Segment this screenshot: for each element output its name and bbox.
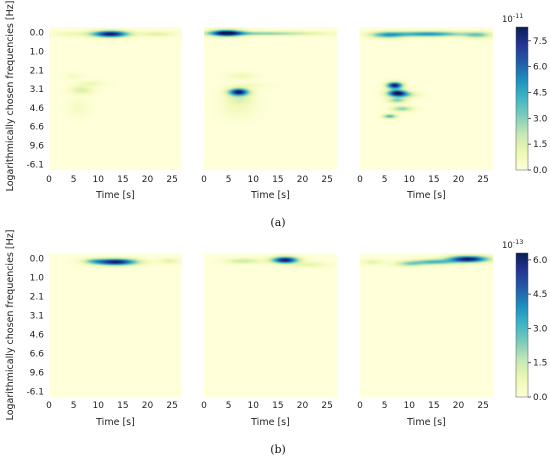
- x-axis-label: Time [s]: [95, 190, 135, 201]
- x-tick-label: 25: [321, 175, 332, 185]
- y-tick-label: 3.1: [30, 312, 44, 322]
- y-tick-label: 1.0: [30, 47, 45, 57]
- heatmap-b-3: [360, 253, 493, 397]
- caption-a: (a): [270, 216, 285, 229]
- x-tick-label: 20: [453, 175, 465, 185]
- y-tick-label: 6.6: [30, 349, 45, 359]
- y-tick-label: 9.6: [30, 142, 45, 152]
- colorbar-a: [515, 26, 529, 171]
- x-tick-label: 25: [321, 401, 332, 411]
- x-tick-label: 10: [404, 175, 416, 185]
- y-tick-label: 1.0: [30, 274, 45, 284]
- x-axis-label: Time [s]: [250, 417, 290, 428]
- colorbar-tick-label: 6.0: [533, 256, 548, 266]
- colorbar-tick-label: 4.5: [533, 88, 547, 98]
- x-tick-label: 25: [166, 175, 177, 185]
- x-tick-label: 0: [357, 175, 363, 185]
- x-tick-label: 25: [477, 401, 488, 411]
- x-tick-label: 25: [477, 175, 488, 185]
- x-tick-label: 15: [117, 175, 128, 185]
- y-tick-label: 2.1: [30, 66, 44, 76]
- x-tick-label: 0: [201, 175, 207, 185]
- x-tick-label: 25: [166, 401, 177, 411]
- heatmap-a-2: [204, 27, 337, 170]
- x-tick-label: 0: [46, 401, 52, 411]
- x-tick-label: 15: [428, 175, 439, 185]
- x-axis-label: Time [s]: [406, 417, 446, 428]
- x-axis-label: Time [s]: [95, 417, 135, 428]
- x-tick-label: 20: [297, 175, 309, 185]
- colorbar-tick-label: 3.0: [533, 324, 548, 334]
- x-tick-label: 20: [297, 401, 309, 411]
- x-tick-label: 10: [248, 401, 260, 411]
- heatmap-a-1: [49, 27, 182, 170]
- x-tick-label: 5: [226, 175, 232, 185]
- y-tick-label: -6.1: [26, 160, 44, 170]
- x-tick-label: 10: [404, 401, 416, 411]
- x-tick-label: 10: [93, 401, 105, 411]
- y-tick-label: 0.0: [30, 29, 45, 39]
- x-tick-label: 15: [272, 401, 283, 411]
- x-tick-label: 10: [93, 175, 105, 185]
- x-tick-label: 15: [117, 401, 128, 411]
- y-tick-label: 4.6: [30, 330, 45, 340]
- colorbar-exponent: 10-13: [502, 238, 523, 251]
- x-tick-label: 5: [382, 175, 388, 185]
- y-tick-label: 2.1: [30, 293, 44, 303]
- x-tick-label: 10: [248, 175, 260, 185]
- y-axis-label: Logarithmically chosen frequencies [Hz]: [5, 230, 16, 421]
- colorbar-exponent: 10-11: [502, 12, 523, 25]
- x-tick-label: 0: [201, 401, 207, 411]
- x-tick-label: 0: [357, 401, 363, 411]
- x-tick-label: 15: [428, 401, 439, 411]
- y-axis-label: Logarithmically chosen frequencies [Hz]: [5, 1, 16, 192]
- colorbar-b: [515, 252, 529, 398]
- colorbar-tick-label: 3.0: [533, 114, 548, 124]
- caption-b: (b): [270, 443, 286, 456]
- colorbar-tick-label: 4.5: [533, 290, 547, 300]
- x-tick-label: 5: [226, 401, 232, 411]
- y-tick-label: -6.1: [26, 387, 44, 397]
- y-tick-label: 9.6: [30, 368, 45, 378]
- y-tick-label: 6.6: [30, 123, 45, 133]
- colorbar-tick-label: 7.5: [533, 37, 547, 47]
- heatmap-b-2: [204, 253, 337, 397]
- x-tick-label: 5: [71, 175, 77, 185]
- colorbar-tick-label: 0.0: [533, 166, 548, 176]
- heatmap-a-3: [360, 27, 493, 170]
- x-tick-label: 20: [453, 401, 465, 411]
- colorbar-tick-label: 6.0: [533, 63, 548, 73]
- y-tick-label: 0.0: [30, 255, 45, 265]
- colorbar-tick-label: 1.5: [533, 359, 547, 369]
- x-tick-label: 20: [142, 175, 154, 185]
- heatmap-b-1: [49, 253, 182, 397]
- x-tick-label: 20: [142, 401, 154, 411]
- y-tick-label: 4.6: [30, 104, 45, 114]
- x-axis-label: Time [s]: [250, 190, 290, 201]
- x-axis-label: Time [s]: [406, 190, 446, 201]
- x-tick-label: 0: [46, 175, 52, 185]
- x-tick-label: 5: [382, 401, 388, 411]
- colorbar-tick-label: 0.0: [533, 393, 548, 403]
- colorbar-tick-label: 1.5: [533, 140, 547, 150]
- y-tick-label: 3.1: [30, 85, 44, 95]
- x-tick-label: 15: [272, 175, 283, 185]
- x-tick-label: 5: [71, 401, 77, 411]
